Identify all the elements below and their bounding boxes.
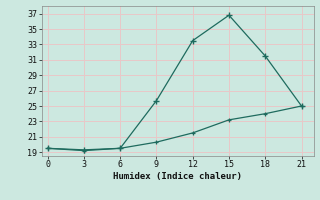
X-axis label: Humidex (Indice chaleur): Humidex (Indice chaleur) bbox=[113, 172, 242, 181]
